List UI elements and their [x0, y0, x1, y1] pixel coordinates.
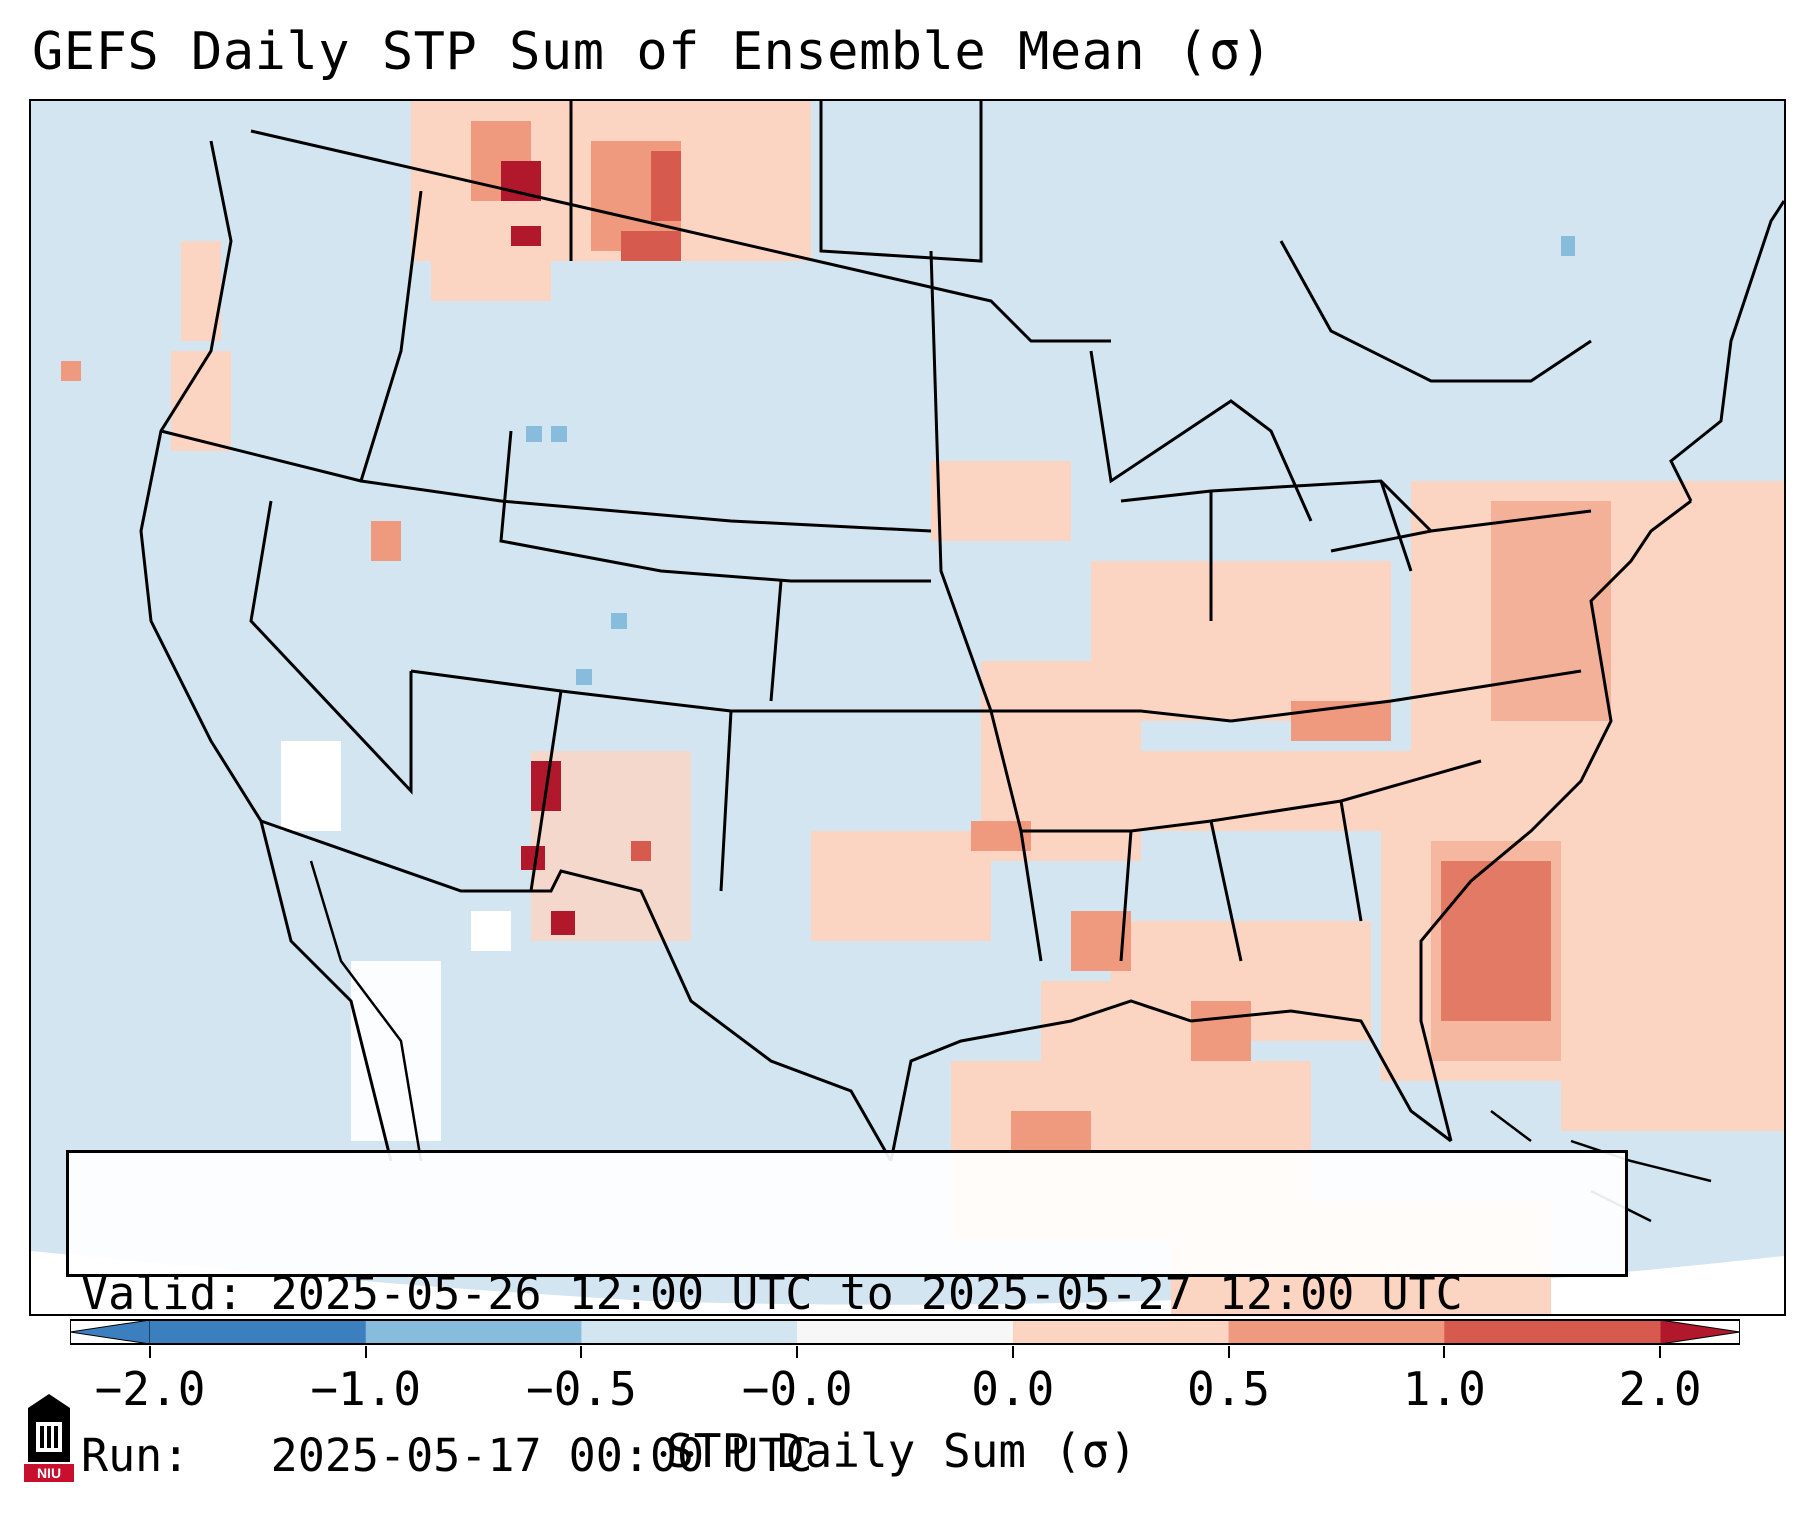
colorbar-tick-mark: [149, 1346, 151, 1358]
colorbar-tick-label: 2.0: [1618, 1362, 1702, 1416]
valid-value: 2025-05-26 12:00 UTC to 2025-05-27 12:00…: [270, 1267, 1463, 1320]
colorbar-segment: [797, 1320, 1014, 1344]
valid-row: Valid: 2025-05-26 12:00 UTC to 2025-05-2…: [81, 1267, 1613, 1321]
run-row: Run: 2025-05-17 00:00 UTC: [81, 1429, 1613, 1483]
run-label: Run:: [81, 1429, 190, 1482]
negative-anomaly-spots: [526, 236, 1575, 685]
validity-info-box: Valid: 2025-05-26 12:00 UTC to 2025-05-2…: [66, 1150, 1628, 1482]
colorbar-label: STP Daily Sum (σ): [666, 1424, 1137, 1478]
colorbar-segment: [1228, 1320, 1445, 1344]
colorbar-segment: [150, 1320, 367, 1344]
colorbar-segment: [365, 1320, 582, 1344]
colorbar-tick-mark: [796, 1346, 799, 1358]
colorbar-tick-mark: [364, 1346, 367, 1358]
colorbar: [70, 1319, 1740, 1345]
colorbar-tick-label: −0.5: [526, 1362, 637, 1416]
neutral-patches: [31, 741, 931, 1314]
colorbar-tick-label: −2.0: [94, 1362, 206, 1416]
colorbar-tick-label: 0.5: [1187, 1362, 1271, 1416]
colorbar-segments: [150, 1320, 1661, 1344]
positive-anomaly-patches: [61, 101, 1784, 1314]
stp-map: [31, 101, 1784, 1314]
colorbar-tick-label: 0.0: [971, 1362, 1055, 1416]
colorbar-outline: [70, 1319, 1740, 1345]
colorbar-tick-mark: [1443, 1346, 1446, 1358]
colorbar-segment: [581, 1320, 798, 1344]
colorbar-tick-label: −1.0: [310, 1362, 422, 1416]
colorbar-tick-mark: [1011, 1346, 1014, 1358]
colorbar-segment: [1444, 1320, 1661, 1344]
colorbar-extend-left: [70, 1319, 151, 1345]
valid-label: Valid:: [81, 1267, 244, 1320]
niu-logo: NIU: [24, 1394, 74, 1482]
colorbar-tick-mark: [1227, 1346, 1230, 1358]
map-panel[interactable]: [29, 99, 1786, 1316]
map-title: GEFS Daily STP Sum of Ensemble Mean (σ): [32, 22, 1273, 82]
colorbar-tick-label: 1.0: [1402, 1362, 1486, 1416]
colorbar-segment: [1012, 1320, 1230, 1344]
logo-text: NIU: [37, 1465, 61, 1481]
colorbar-extend-right: [1659, 1319, 1740, 1345]
run-value: 2025-05-17 00:00 UTC: [270, 1429, 813, 1482]
colorbar-tick-label: −0.0: [741, 1362, 853, 1416]
coastlines-and-borders: [139, 101, 1784, 1162]
colorbar-tick-mark: [1659, 1346, 1661, 1358]
colorbar-tick-mark: [580, 1346, 583, 1358]
